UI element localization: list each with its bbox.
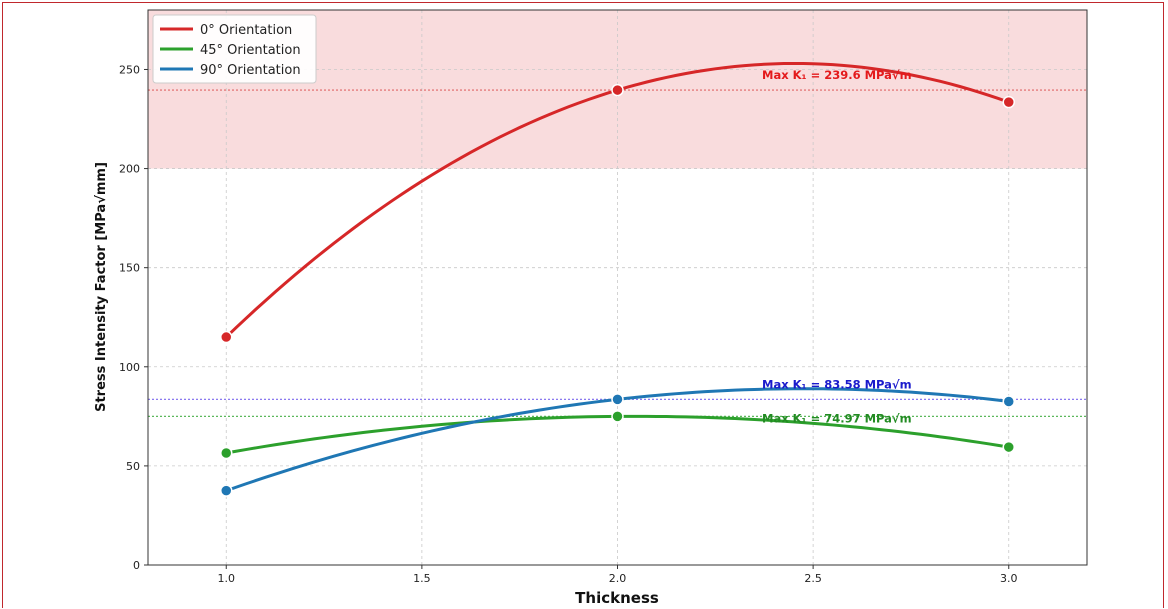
legend-label: 90° Orientation [200, 63, 301, 78]
x-tick-label: 1.0 [218, 572, 236, 585]
series-1 [220, 410, 1015, 460]
x-axis-ticks: 1.0 1.5 2.0 2.5 3.0 [218, 565, 1018, 585]
max-annotation: Max K₁ = 239.6 MPa√m [762, 68, 912, 82]
legend-label: 0° Orientation [200, 23, 292, 38]
data-point [220, 330, 233, 344]
y-tick-label: 50 [126, 460, 140, 473]
series-2 [220, 387, 1015, 497]
data-point [1002, 395, 1015, 408]
data-point [611, 410, 624, 423]
y-tick-label: 250 [119, 63, 140, 76]
series-group [220, 61, 1015, 497]
max-annotation: Max K₁ = 74.97 MPa√m [762, 411, 912, 425]
y-axis-ticks: 0 50 100 150 200 250 [119, 63, 148, 572]
max-annotation: Max K₁ = 83.58 MPa√m [762, 377, 912, 391]
data-point [1002, 440, 1015, 454]
y-tick-label: 150 [119, 262, 140, 275]
x-tick-label: 3.0 [1000, 572, 1018, 585]
x-tick-label: 1.5 [413, 572, 431, 585]
y-tick-label: 100 [119, 361, 140, 374]
data-point [220, 484, 233, 497]
x-axis-title: Thickness [575, 589, 659, 607]
y-tick-label: 0 [133, 559, 140, 572]
series-0 [220, 61, 1015, 344]
data-point [611, 393, 624, 406]
annotations: Max K₁ = 239.6 MPa√m Max K₁ = 83.58 MPa√m… [762, 68, 912, 425]
data-point [220, 446, 233, 460]
y-axis-title: Stress Intensity Factor [MPa√mm] [94, 162, 109, 412]
data-point [1002, 95, 1015, 109]
x-tick-label: 2.5 [804, 572, 822, 585]
legend-label: 45° Orientation [200, 43, 301, 58]
legend-box [152, 14, 317, 84]
x-tick-label: 2.0 [609, 572, 627, 585]
y-tick-label: 200 [119, 163, 140, 176]
legend: 0° Orientation 45° Orientation 90° Orienta… [152, 14, 317, 84]
data-point [611, 83, 624, 97]
